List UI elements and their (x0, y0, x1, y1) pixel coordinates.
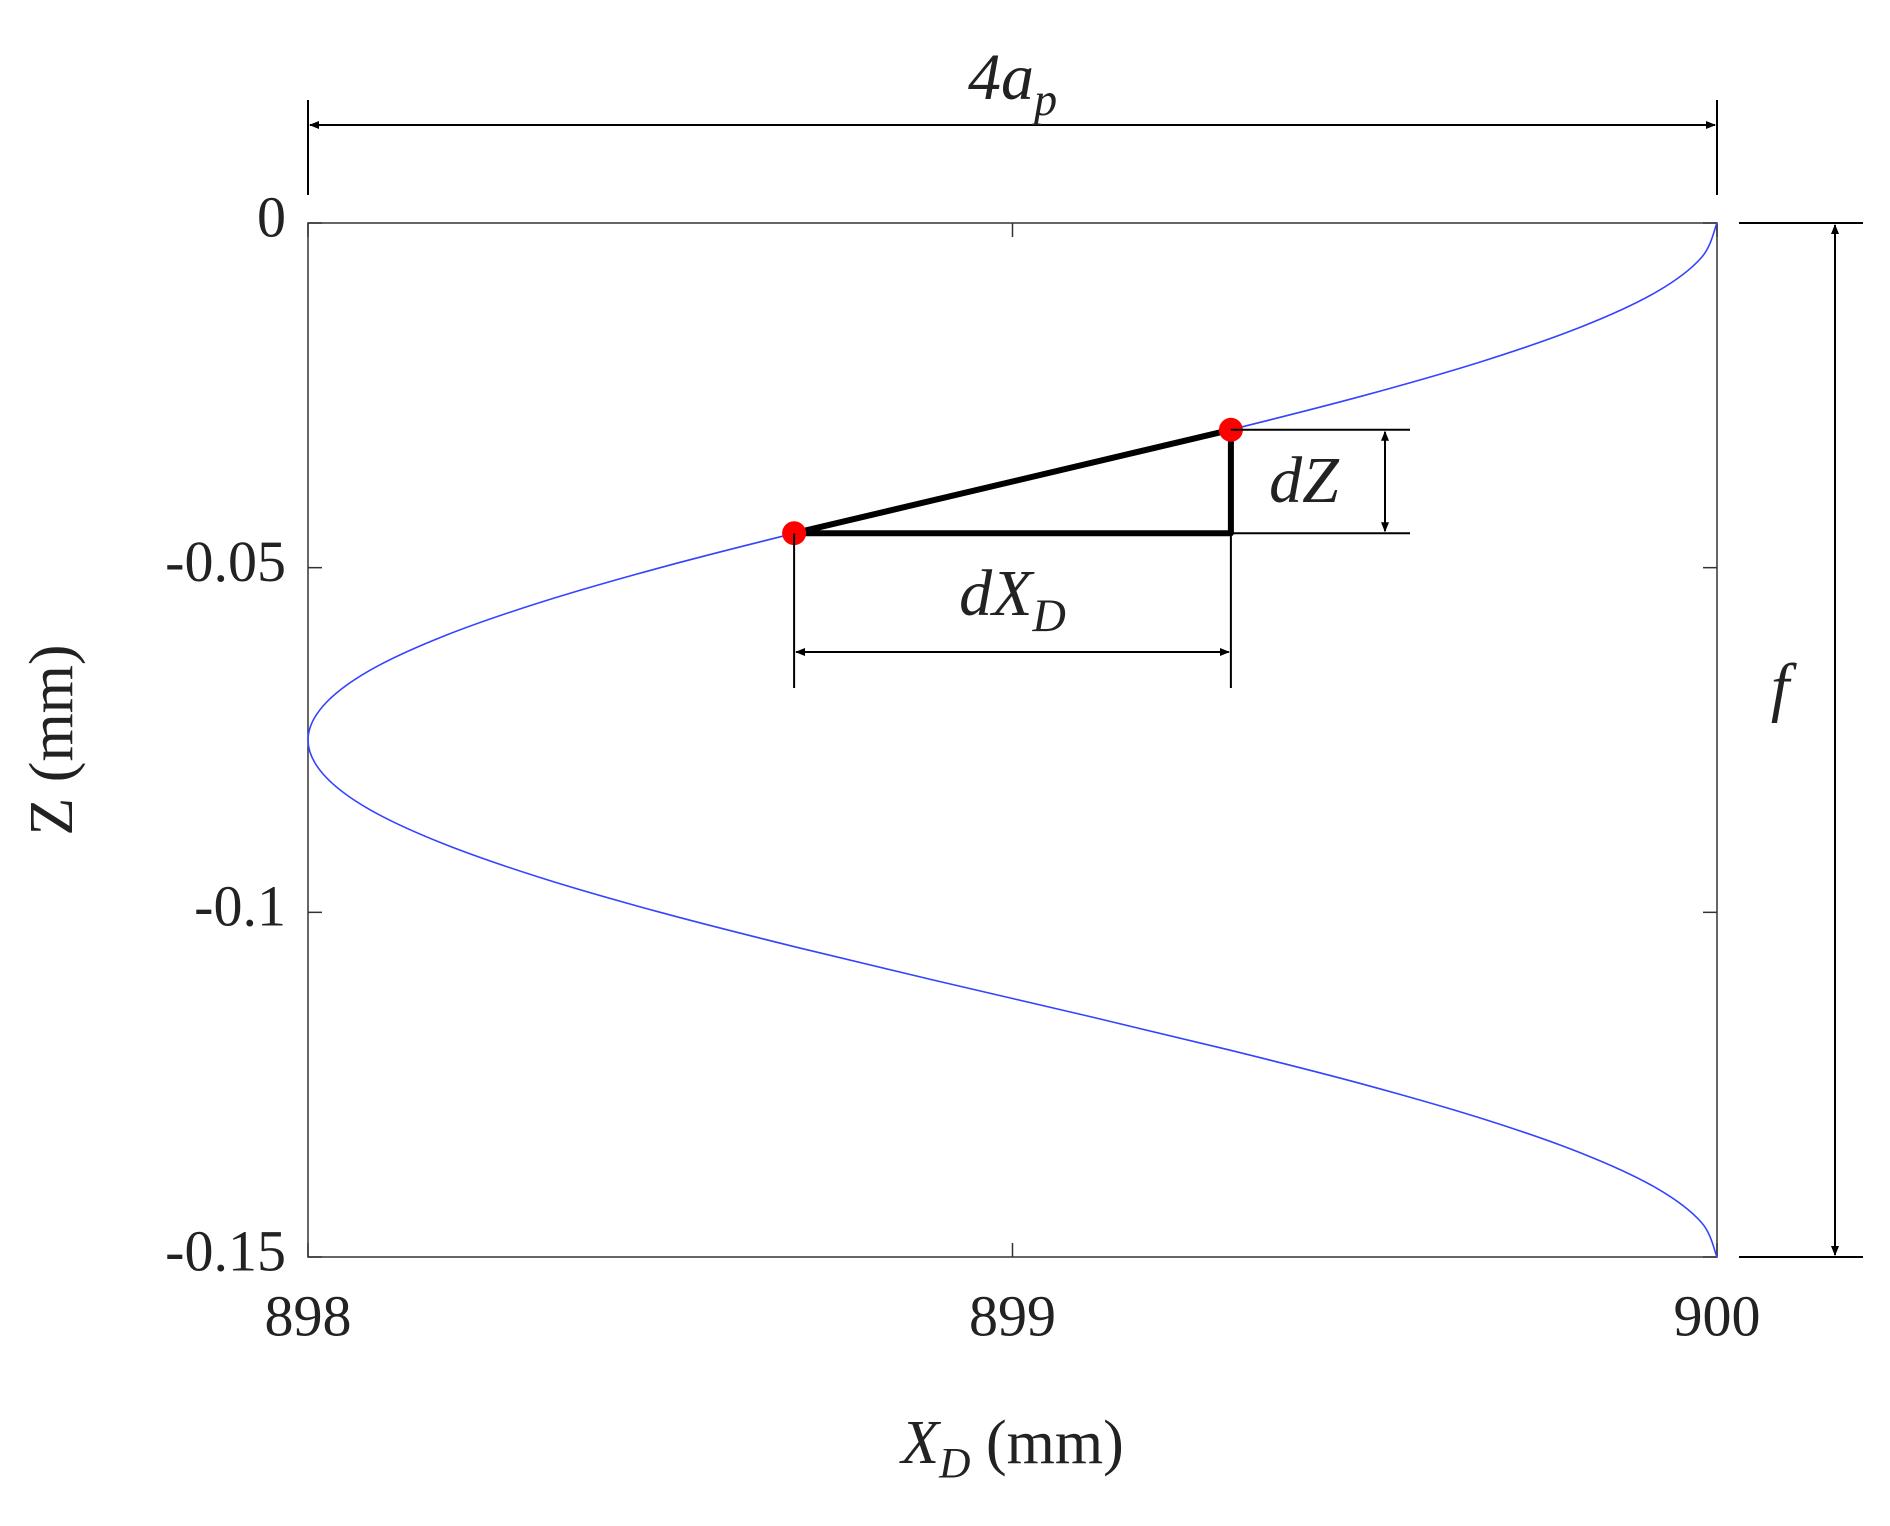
triangle (791, 426, 1234, 537)
y-tick-label: -0.1 (194, 874, 286, 939)
curve (307, 222, 1718, 1258)
x-axis-label-subscript: D (938, 1440, 970, 1488)
dx-label-main: dX (959, 557, 1035, 630)
x-tick-label: 900 (1674, 1283, 1761, 1348)
dx-label: dXD (959, 557, 1066, 640)
x-tick-label: 899 (969, 1283, 1056, 1348)
y-tick-label: 0 (257, 184, 286, 249)
width-label-main: 4a (968, 41, 1034, 114)
y-tick-label: -0.15 (165, 1218, 286, 1283)
dz-label-main: dZ (1269, 444, 1340, 517)
dx-label-subscript: D (1031, 589, 1065, 640)
width-label-subscript: p (1031, 73, 1057, 124)
x-axis-label: XD (mm) (898, 1409, 1123, 1487)
plot-frame (307, 222, 1718, 1258)
height-label: f (1771, 651, 1797, 724)
height-label-main: f (1771, 651, 1797, 724)
x-tick-label: 898 (265, 1283, 352, 1348)
x-axis-label-suffix: (mm) (970, 1409, 1123, 1477)
x-axis-label-main: X (898, 1409, 941, 1477)
dz-label: dZ (1269, 444, 1340, 517)
width-label: 4ap (968, 41, 1057, 124)
y-axis-label: Z (mm) (18, 644, 86, 835)
y-tick-label: -0.05 (165, 529, 286, 594)
